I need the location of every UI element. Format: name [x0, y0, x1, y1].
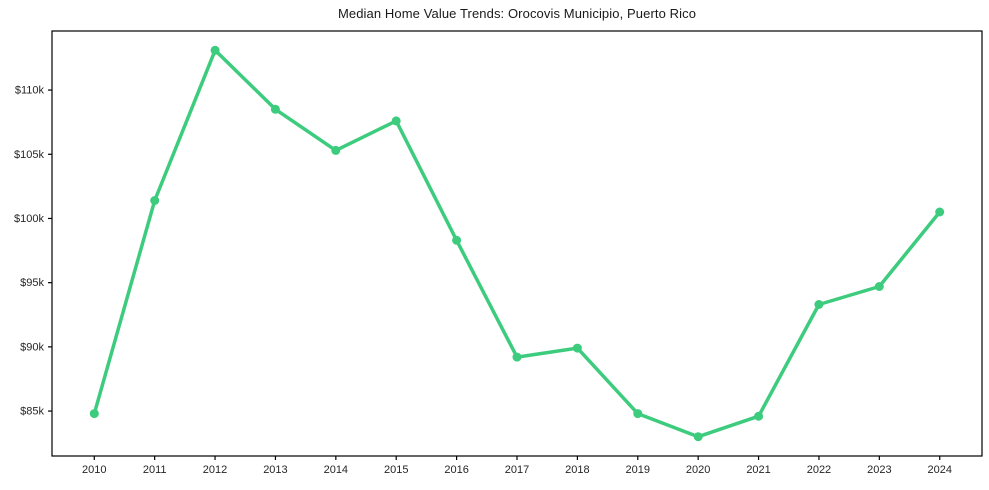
- x-tick-label: 2020: [686, 464, 710, 476]
- data-point-2023: [874, 282, 884, 291]
- x-tick-label: 2019: [626, 464, 650, 476]
- trend-line: [92, 48, 942, 439]
- data-point-2014: [331, 145, 341, 155]
- x-tick-label: 2011: [143, 464, 167, 476]
- x-tick-label: 2012: [203, 464, 227, 476]
- data-point-2017: [512, 352, 522, 362]
- x-tick-label: 2022: [807, 464, 831, 476]
- y-tick-label: $105k: [14, 149, 44, 161]
- data-point-2021: [754, 411, 764, 421]
- data-point-2020: [693, 432, 703, 442]
- data-point-2019: [633, 409, 643, 419]
- x-tick-label: 2015: [384, 464, 408, 476]
- data-point-2011: [150, 196, 160, 205]
- data-point-2018: [572, 343, 582, 353]
- x-tick-label: 2018: [565, 464, 589, 476]
- data-point-2022: [814, 300, 824, 309]
- chart-title: Median Home Value Trends: Orocovis Munic…: [337, 6, 697, 21]
- data-point-2016: [452, 235, 462, 245]
- y-tick-label: $110k: [15, 85, 45, 97]
- y-tick-label: $95k: [20, 277, 44, 289]
- x-tick-label: 2021: [746, 464, 770, 476]
- plot-border: [51, 30, 983, 457]
- data-point-2012: [210, 45, 220, 55]
- x-tick-label: 2017: [505, 464, 529, 476]
- y-tick-label: $100k: [14, 213, 44, 225]
- x-tick-label: 2013: [263, 464, 287, 476]
- data-point-2024: [935, 207, 945, 217]
- x-tick-label: 2016: [444, 464, 468, 476]
- x-tick-label: 2014: [324, 464, 348, 476]
- data-point-2013: [270, 104, 280, 114]
- y-tick-label: $85k: [20, 406, 44, 418]
- data-point-2015: [391, 116, 401, 126]
- y-tick-label: $90k: [20, 341, 44, 353]
- x-tick-label: 2010: [82, 464, 106, 476]
- x-tick-label: 2023: [867, 464, 891, 476]
- x-tick-label: 2024: [927, 464, 951, 476]
- data-point-2010: [89, 409, 99, 419]
